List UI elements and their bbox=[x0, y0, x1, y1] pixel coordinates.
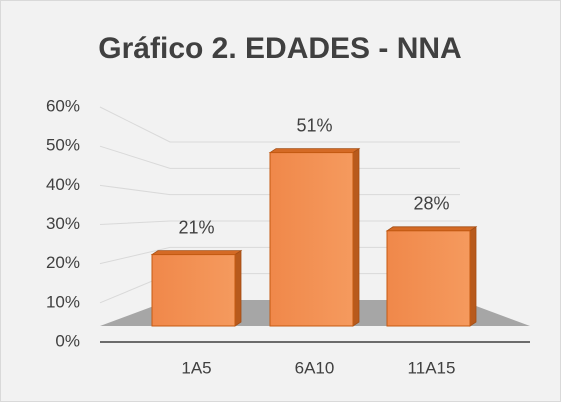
bar bbox=[269, 152, 354, 327]
bar bbox=[151, 254, 236, 327]
bar-side bbox=[469, 226, 477, 327]
bar bbox=[386, 230, 471, 327]
grid-line bbox=[99, 220, 460, 225]
x-tick-label: 11A15 bbox=[408, 358, 456, 377]
x-tick-label: 6A10 bbox=[295, 358, 335, 377]
x-tick-label: 1A5 bbox=[181, 358, 211, 377]
y-tick-label: 10% bbox=[46, 292, 80, 311]
bar-top bbox=[385, 226, 478, 232]
y-tick-label: 20% bbox=[46, 253, 80, 272]
bar-side bbox=[352, 147, 360, 327]
y-tick-label: 40% bbox=[46, 175, 80, 194]
bar-side bbox=[234, 249, 242, 327]
y-tick-label: 60% bbox=[46, 96, 80, 115]
grid-line bbox=[99, 106, 460, 143]
data-label: 28% bbox=[413, 194, 449, 214]
data-label: 51% bbox=[296, 115, 332, 135]
chart-title: Gráfico 2. EDADES - NNA bbox=[98, 32, 461, 65]
y-tick-label: 50% bbox=[46, 136, 80, 155]
data-label: 21% bbox=[178, 217, 214, 237]
grid-line bbox=[99, 145, 460, 169]
y-tick-label: 0% bbox=[55, 331, 80, 350]
bar-top bbox=[268, 148, 361, 154]
bar-top bbox=[150, 250, 243, 256]
grid-line bbox=[99, 246, 460, 265]
y-tick-label: 30% bbox=[46, 214, 80, 233]
grid-line bbox=[99, 184, 460, 196]
